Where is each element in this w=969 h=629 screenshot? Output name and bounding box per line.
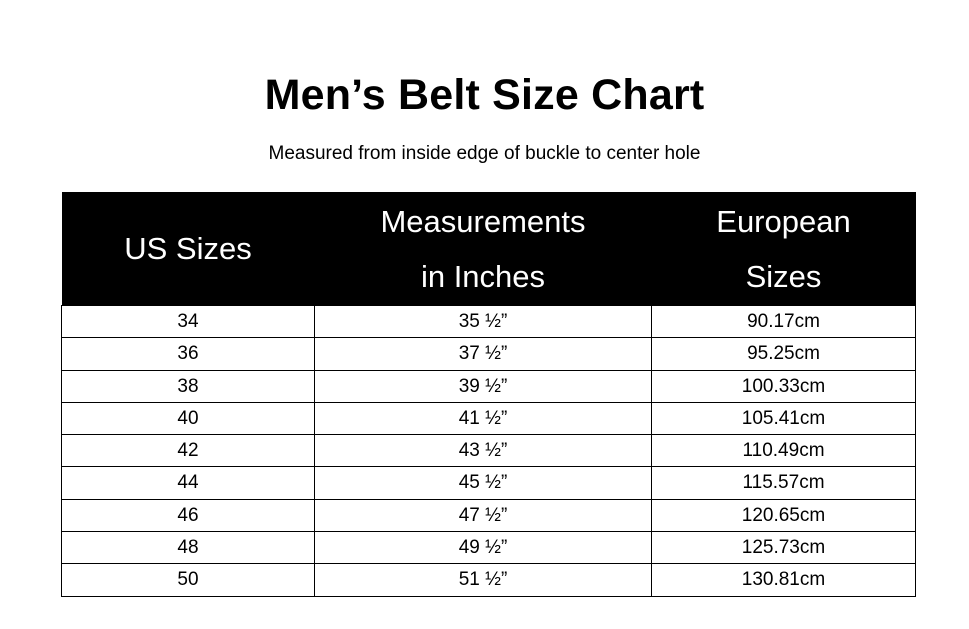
table-row: 34 35 ½” 90.17cm: [61, 304, 916, 339]
column-header-measurements-line-2: in Inches: [420, 258, 546, 294]
table-row: 50 51 ½” 130.81cm: [61, 563, 916, 597]
table-row: 36 37 ½” 95.25cm: [61, 337, 916, 371]
cell-inches: 45 ½”: [314, 466, 652, 500]
cell-us: 34: [61, 304, 315, 339]
cell-us: 44: [61, 466, 315, 500]
table-row: 48 49 ½” 125.73cm: [61, 531, 916, 565]
table-row: 38 39 ½” 100.33cm: [61, 369, 916, 403]
cell-us: 36: [61, 337, 315, 371]
page-subtitle: Measured from inside edge of buckle to c…: [268, 143, 701, 164]
cell-european: 100.33cm: [651, 369, 916, 403]
cell-inches: 47 ½”: [314, 498, 652, 533]
table-row: 46 47 ½” 120.65cm: [61, 498, 916, 533]
page-title: Men’s Belt Size Chart: [264, 71, 705, 119]
cell-inches: 51 ½”: [314, 563, 652, 597]
cell-inches: 43 ½”: [314, 434, 652, 468]
cell-european: 120.65cm: [651, 498, 916, 533]
cell-inches: 49 ½”: [314, 531, 652, 565]
cell-european: 125.73cm: [651, 531, 916, 565]
table-header: US Sizes Measurements in Inches European…: [61, 192, 916, 306]
table-row: 42 43 ½” 110.49cm: [61, 434, 916, 468]
column-header-measurements-in-inches: Measurements in Inches: [314, 192, 652, 306]
cell-us: 48: [61, 531, 315, 565]
cell-us: 42: [61, 434, 315, 468]
column-header-european-sizes: European Sizes: [651, 192, 916, 306]
cell-european: 90.17cm: [651, 304, 916, 339]
column-header-european-line-2: Sizes: [745, 258, 822, 294]
cell-us: 50: [61, 563, 315, 597]
table-row: 44 45 ½” 115.57cm: [61, 466, 916, 500]
column-header-us-sizes: US Sizes: [61, 192, 315, 306]
cell-inches: 37 ½”: [314, 337, 652, 371]
table-row: 40 41 ½” 105.41cm: [61, 401, 916, 436]
column-header-us-sizes-line-1: US Sizes: [124, 231, 252, 266]
cell-us: 40: [61, 401, 315, 436]
column-header-measurements-line-1: Measurements: [380, 203, 586, 239]
cell-inches: 39 ½”: [314, 369, 652, 403]
cell-european: 130.81cm: [651, 563, 916, 597]
cell-inches: 35 ½”: [314, 304, 652, 339]
column-header-european-line-1: European: [716, 203, 851, 239]
cell-inches: 41 ½”: [314, 401, 652, 436]
table-header-row: US Sizes Measurements in Inches European…: [61, 192, 916, 306]
belt-size-table: US Sizes Measurements in Inches European…: [61, 192, 916, 597]
table-body: 34 35 ½” 90.17cm 36 37 ½” 95.25cm 38 39 ½” 100.3…: [61, 304, 916, 597]
cell-european: 110.49cm: [651, 434, 916, 468]
cell-us: 46: [61, 498, 315, 533]
cell-european: 115.57cm: [651, 466, 916, 500]
cell-european: 95.25cm: [651, 337, 916, 371]
cell-us: 38: [61, 369, 315, 403]
cell-european: 105.41cm: [651, 401, 916, 436]
